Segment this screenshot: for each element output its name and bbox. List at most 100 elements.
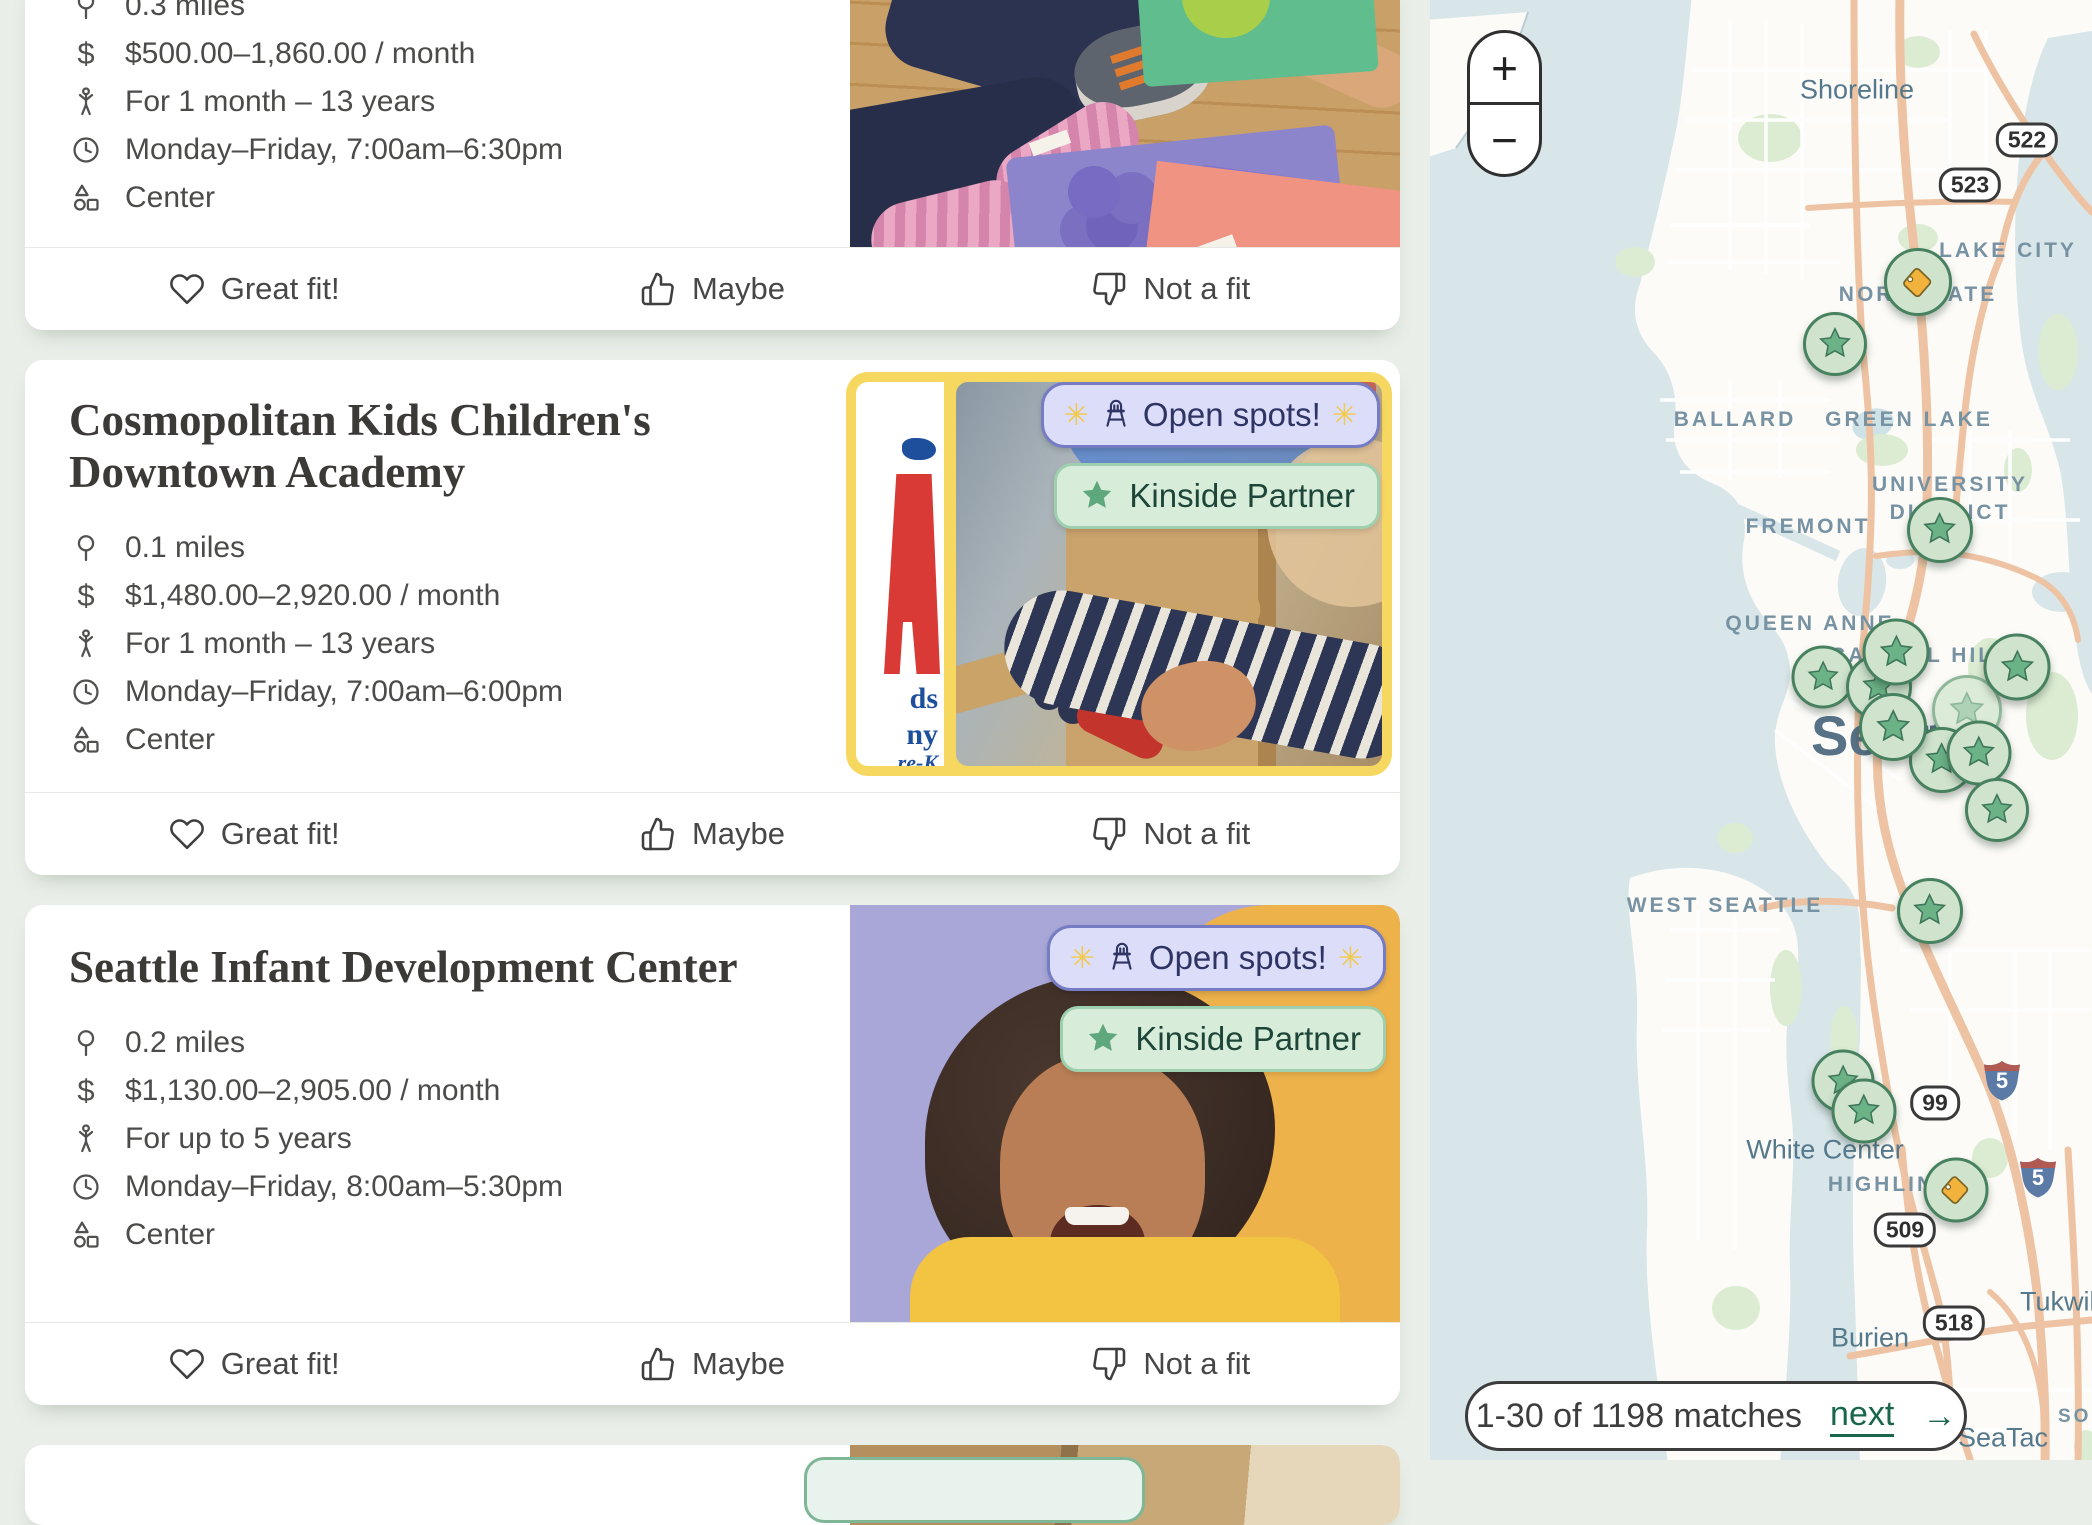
- distance-value: 0.1 miles: [125, 531, 246, 565]
- kinside-partner-label: Kinside Partner: [1129, 477, 1355, 514]
- logo-letter: [884, 474, 940, 674]
- map-label-ballard: BALLARD: [1673, 408, 1797, 431]
- route-shield-523: 523: [1938, 167, 2002, 203]
- maybe-button[interactable]: Maybe: [483, 793, 941, 875]
- not-a-fit-label: Not a fit: [1143, 1346, 1251, 1381]
- not-a-fit-label: Not a fit: [1143, 816, 1251, 851]
- open-spots-badge: ✳ Open spots! ✳: [1046, 925, 1386, 991]
- maybe-button[interactable]: Maybe: [483, 248, 941, 330]
- distance-row: 0.2 miles: [69, 1019, 839, 1067]
- photo-blob: [910, 1237, 1340, 1322]
- ages-row: For 1 month – 13 years: [69, 78, 839, 126]
- hours-row: Monday–Friday, 8:00am–5:30pm: [69, 1163, 839, 1211]
- not-a-fit-button[interactable]: Not a fit: [942, 1323, 1400, 1405]
- interstate-5-shield: 5: [1983, 1059, 2021, 1101]
- price-value: $1,480.00–2,920.00 / month: [125, 579, 501, 613]
- listing-title: Cosmopolitan Kids Children's Downtown Ac…: [69, 395, 651, 498]
- badge-partial: [804, 1457, 1145, 1523]
- map-panel[interactable]: Shoreline LAKE CITY NORTHGATE BALLARD GR…: [1430, 0, 2092, 1460]
- high-chair-icon: [1112, 942, 1132, 971]
- map-label-university: UNIVERSITY: [1871, 473, 2029, 496]
- listing-card-1[interactable]: 0.3 miles $ $500.00–1,860.00 / month For …: [25, 0, 1400, 330]
- results-bar: 1-30 of 1198 matches next →: [1465, 1381, 1967, 1451]
- zoom-in-button[interactable]: +: [1470, 33, 1539, 102]
- maybe-button[interactable]: Maybe: [483, 1323, 941, 1405]
- center-org-icon: [69, 723, 103, 757]
- interstate-5-number: 5: [2031, 1165, 2045, 1190]
- map-marker-star[interactable]: [1831, 1078, 1897, 1144]
- ages-value: For 1 month – 13 years: [125, 627, 436, 661]
- dollar-icon: $: [77, 578, 95, 614]
- map-marker-tag[interactable]: [1923, 1157, 1989, 1223]
- location-pin-icon: [69, 0, 103, 23]
- map-marker-star[interactable]: [1983, 633, 2051, 701]
- listing-title: Seattle Infant Development Center: [69, 942, 738, 992]
- route-shield-518: 518: [1922, 1305, 1986, 1341]
- price-value: $1,130.00–2,905.00 / month: [125, 1074, 501, 1108]
- hours-row: Monday–Friday, 7:00am–6:30pm: [69, 126, 839, 174]
- interstate-5-number: 5: [1995, 1068, 2009, 1093]
- listing-card-4-partial[interactable]: [25, 1445, 1400, 1525]
- great-fit-label: Great fit!: [220, 816, 340, 851]
- card-media-highlighted: ds ny re-K: [846, 372, 1392, 776]
- ages-value: For 1 month – 13 years: [125, 85, 436, 118]
- dollar-icon: $: [77, 1073, 95, 1109]
- location-pin-icon: [69, 1026, 103, 1060]
- great-fit-button[interactable]: Great fit!: [25, 248, 483, 330]
- map-label-shoreline: Shoreline: [1799, 74, 1915, 105]
- not-a-fit-button[interactable]: Not a fit: [942, 793, 1400, 875]
- price-row: $ $500.00–1,860.00 / month: [69, 30, 839, 78]
- map-marker-star[interactable]: [1791, 645, 1855, 709]
- map-label-green-lake: GREEN LAKE: [1825, 408, 1993, 431]
- child-icon: [69, 85, 103, 119]
- partner-star-icon: [1083, 480, 1112, 508]
- map-marker-star[interactable]: [1897, 878, 1963, 944]
- map-marker-star[interactable]: [1965, 778, 2029, 842]
- map-marker-star[interactable]: [1946, 720, 2012, 786]
- logo-text-fragment: ny: [906, 718, 938, 751]
- hours-value: Monday–Friday, 7:00am–6:30pm: [125, 133, 564, 166]
- distance-value: 0.2 miles: [125, 1026, 246, 1060]
- listing-card-3[interactable]: Seattle Infant Development Center 0.2 mi…: [25, 905, 1400, 1405]
- distance-row: 0.3 miles: [69, 0, 839, 30]
- great-fit-button[interactable]: Great fit!: [25, 793, 483, 875]
- map-label-seatac: SeaTac: [1957, 1422, 2049, 1453]
- listing-card-2[interactable]: Cosmopolitan Kids Children's Downtown Ac…: [25, 360, 1400, 875]
- kinside-partner-label: Kinside Partner: [1135, 1020, 1361, 1057]
- photo-blob: [1065, 1207, 1129, 1225]
- map-marker-star[interactable]: [1907, 497, 1973, 563]
- great-fit-button[interactable]: Great fit!: [25, 1323, 483, 1405]
- location-pin-icon: [69, 531, 103, 565]
- interstate-5-shield: 5: [2019, 1156, 2057, 1198]
- clock-icon: [69, 1170, 103, 1204]
- ages-value: For up to 5 years: [125, 1122, 352, 1156]
- great-fit-label: Great fit!: [220, 271, 340, 306]
- partner-star-icon: [1089, 1023, 1118, 1051]
- not-a-fit-button[interactable]: Not a fit: [942, 248, 1400, 330]
- hours-value: Monday–Friday, 7:00am–6:00pm: [125, 675, 564, 709]
- zoom-out-button[interactable]: −: [1470, 102, 1539, 174]
- route-shield-509: 509: [1873, 1212, 1937, 1248]
- map-label-sou: SOU: [2058, 1406, 2092, 1427]
- open-spots-label: Open spots!: [1142, 396, 1321, 433]
- map-label-queen-anne: QUEEN ANNE: [1725, 612, 1895, 635]
- logo-text-fragment: re-K: [897, 750, 938, 766]
- child-icon: [69, 627, 103, 661]
- type-row: Center: [69, 174, 839, 222]
- clock-icon: [69, 133, 103, 167]
- next-page-link[interactable]: next: [1830, 1395, 1895, 1437]
- card-photo-classroom-floor: [850, 0, 1400, 247]
- sparkle-icon: ✳: [1331, 398, 1357, 432]
- map-label-tukwila: Tukwila: [2020, 1286, 2092, 1317]
- center-org-icon: [69, 1218, 103, 1252]
- logo-text-fragment: ds: [909, 682, 938, 715]
- maybe-label: Maybe: [691, 816, 786, 851]
- distance-row: 0.1 miles: [69, 524, 839, 572]
- map-marker-star[interactable]: [1859, 693, 1927, 761]
- ages-row: For 1 month – 13 years: [69, 620, 839, 668]
- map-marker-tag[interactable]: [1884, 248, 1952, 316]
- provider-logo-partial: ds ny re-K: [856, 382, 944, 766]
- map-marker-star[interactable]: [1803, 312, 1867, 376]
- map-marker-star[interactable]: [1862, 618, 1930, 686]
- maybe-label: Maybe: [691, 1346, 786, 1381]
